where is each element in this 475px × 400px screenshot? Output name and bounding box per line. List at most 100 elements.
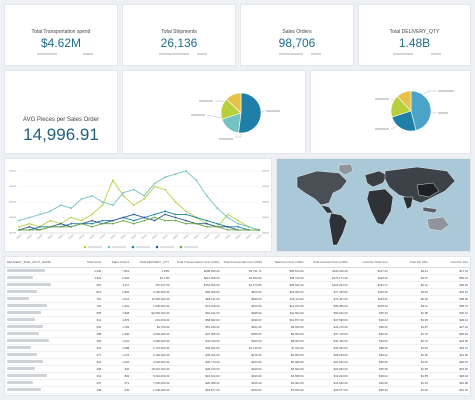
table-row[interactable]: 1,811 6,204 $1.17M $214,098.00 $1,204.60 $38,…	[5, 274, 470, 282]
series-point[interactable]	[132, 204, 135, 206]
table-row[interactable]: 198 640 1,200,000.00 $18,877.00 $150.00 $3,65…	[5, 386, 470, 394]
series-point[interactable]	[247, 225, 250, 228]
series-point[interactable]	[91, 213, 93, 216]
series-point[interactable]	[70, 216, 73, 219]
table-row[interactable]: 298 940 18,210,000.00 $28,415.00 $220.00 $5,5…	[5, 365, 470, 373]
table-row[interactable]: 952 3,117 257,107.00 $154,003.00 $1,170.80 $2…	[5, 281, 470, 289]
series-point[interactable]	[237, 222, 240, 225]
series-point[interactable]	[101, 219, 104, 222]
column-header[interactable]: Total DELIVERY_QTY	[131, 257, 172, 268]
line-chart[interactable]	[5, 159, 273, 253]
series-point[interactable]	[112, 219, 114, 222]
series-point[interactable]	[101, 222, 104, 225]
kpi-card-transport-spend[interactable]: Total Transportation spend $4.62M	[4, 4, 118, 66]
series-point[interactable]	[164, 176, 166, 179]
series-point[interactable]	[91, 219, 93, 222]
pie-chart-right[interactable]	[311, 71, 472, 155]
column-header[interactable]: Total Linehaul Cost (USD)	[305, 257, 350, 268]
table-row[interactable]: 207 671 7,000,000.00 $20,008.00 $160.00 $3,90…	[5, 379, 470, 387]
series-point[interactable]	[18, 229, 20, 231]
series-point[interactable]	[195, 222, 198, 225]
world-map[interactable]	[277, 159, 472, 253]
series-point[interactable]	[164, 210, 166, 213]
series-point[interactable]	[132, 213, 135, 216]
pie-chart-left[interactable]	[123, 71, 307, 155]
pie-right-slice[interactable]	[391, 110, 417, 132]
table-row[interactable]: 540 1,702 $4,700.00 $51,330.00 $401.00 $9,650…	[5, 323, 470, 331]
series-point[interactable]	[164, 219, 166, 222]
pie-right-slice[interactable]	[396, 90, 412, 112]
table-row[interactable]: 611 1,876 210,000.00 $58,902.00 $430.00 $10,8…	[5, 316, 470, 324]
series-point[interactable]	[226, 225, 229, 228]
table-row[interactable]: 761 2,514 11,600,000.00 $88,211.00 $640.00 $1…	[5, 295, 470, 303]
series-point[interactable]	[174, 201, 177, 203]
column-header[interactable]: DELIVERY_SHIP_ACCT_NAME	[5, 257, 76, 268]
series-point[interactable]	[18, 219, 20, 222]
table-row[interactable]: 702 2,301 1,900,000.00 $74,018.00 $512.00 $14…	[5, 302, 470, 310]
series-point[interactable]	[174, 173, 177, 175]
pie-chart-right-panel[interactable]	[310, 70, 471, 154]
table-row[interactable]: 488 1,540 4,500,000.00 $47,005.00 $355.00 $8,…	[5, 330, 470, 338]
series-point[interactable]	[59, 204, 62, 206]
kpi-card-delivery-qty[interactable]: Total DELIVERY_QTY 1.48B	[358, 4, 471, 66]
kpi-card-total-shipments[interactable]: Total Shipments 26,136	[122, 4, 236, 66]
series-point[interactable]	[28, 222, 31, 225]
pie-chart-left-panel[interactable]	[122, 70, 306, 154]
line-chart-panel[interactable]	[4, 158, 272, 252]
series-point[interactable]	[112, 179, 114, 182]
series-point[interactable]	[28, 225, 31, 228]
table-row[interactable]: 452 1,410 2,900,000.00 $42,760.00 $320.00 $8,…	[5, 337, 470, 345]
series-point[interactable]	[122, 194, 125, 197]
series-point[interactable]	[153, 216, 156, 219]
table-row[interactable]: 251 802 5,301,000.00 $24,102.00 $190.00 $4,68…	[5, 372, 470, 380]
series-point[interactable]	[205, 222, 208, 225]
series-point[interactable]	[112, 222, 114, 225]
series-point[interactable]	[49, 219, 52, 222]
series-point[interactable]	[38, 225, 41, 228]
series-point[interactable]	[185, 219, 187, 222]
series-point[interactable]	[91, 222, 93, 225]
column-header[interactable]: Shipments	[75, 257, 104, 268]
series-point[interactable]	[226, 216, 229, 219]
column-header[interactable]: Cost Per Kilo	[429, 257, 470, 268]
data-table-panel[interactable]: DELIVERY_SHIP_ACCT_NAME Shipments Sales …	[4, 256, 471, 396]
series-point[interactable]	[70, 225, 73, 228]
series-point[interactable]	[70, 222, 73, 225]
column-header[interactable]: Cost Per Mile	[389, 257, 430, 268]
series-point[interactable]	[59, 222, 62, 225]
series-point[interactable]	[101, 201, 104, 203]
series-point[interactable]	[164, 213, 166, 216]
series-point[interactable]	[174, 213, 177, 216]
series-point[interactable]	[80, 198, 83, 200]
series-point[interactable]	[195, 179, 198, 182]
world-map-panel[interactable]	[276, 158, 471, 252]
series-point[interactable]	[91, 225, 93, 228]
series-point[interactable]	[49, 225, 52, 228]
series-point[interactable]	[38, 229, 41, 231]
table-row[interactable]: 812 2,904 3,100,500.00 $96,208.00 $870.20 $18…	[5, 288, 470, 296]
series-point[interactable]	[237, 219, 240, 222]
series-point[interactable]	[143, 216, 146, 219]
series-point[interactable]	[153, 213, 156, 216]
table-row[interactable]: 401 1,288 1,170,000.00 $39,402.00 $1,140.00 $…	[5, 344, 470, 352]
series-point[interactable]	[80, 222, 83, 225]
table-row[interactable]: 655 1,998 $2,500,000.00 $62,441.00 $498.00 $1…	[5, 309, 470, 317]
series-point[interactable]	[112, 204, 114, 206]
series-point[interactable]	[205, 219, 208, 222]
kpi-card-sales-orders[interactable]: Sales Orders 98,706	[240, 4, 354, 66]
series-point[interactable]	[258, 229, 260, 231]
series-point[interactable]	[226, 213, 229, 216]
series-point[interactable]	[122, 191, 125, 194]
pie-left-slice[interactable]	[238, 92, 262, 134]
series-point[interactable]	[153, 185, 156, 188]
series-point[interactable]	[164, 188, 166, 191]
column-header[interactable]: Total Fuel Cost (USD)	[263, 257, 306, 268]
series-point[interactable]	[174, 216, 177, 219]
series-point[interactable]	[185, 222, 187, 225]
line-series[interactable]	[18, 179, 260, 231]
series-point[interactable]	[80, 219, 83, 222]
pie-right-slice[interactable]	[410, 90, 432, 131]
series-point[interactable]	[247, 229, 250, 231]
table-row[interactable]: 377 1,176 1,190,000.00 $35,221.00 $276.00 $6,…	[5, 351, 470, 359]
series-point[interactable]	[153, 219, 156, 222]
